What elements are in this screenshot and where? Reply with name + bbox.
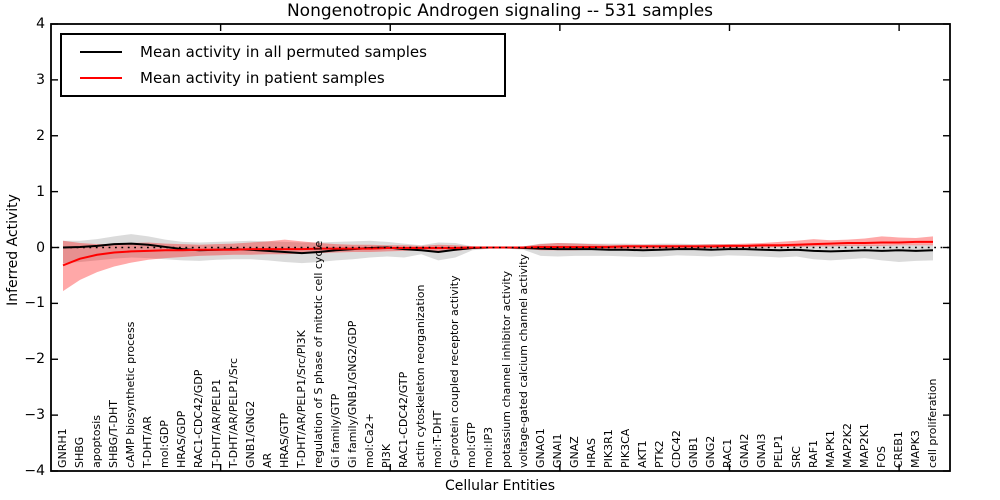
entity-label: T-DHT/AR [141,415,155,468]
entity-label: apoptosis [90,415,104,468]
y-tick-label: −1 [24,295,45,312]
y-tick-label: 2 [36,127,45,144]
entity-label: RAF1 [806,439,820,468]
entity-label: GNAZ [567,436,581,468]
entity-label: RAC1 [721,438,735,468]
entity-label: Gi family/GNB1/GNG2/GDP [346,320,359,468]
entity-label: actin cytoskeleton reorganization [414,284,428,468]
entity-label: mol:IP3 [482,426,496,468]
entity-label: mol:GDP [158,420,172,468]
entity-label: G-protein coupled receptor activity [448,275,462,468]
entity-label: voltage-gated calcium channel activity [516,253,530,468]
entity-label: AR [260,452,274,468]
entity-label: T-DHT/AR/PELP1/Src/PI3K [294,330,308,468]
legend: Mean activity in all permuted samples Me… [60,33,506,97]
entity-label: MAPK3 [908,430,922,468]
permuted-band [63,234,933,264]
entity-label: T-DHT/AR/PELP1/Src [226,357,240,468]
y-tick-label: 3 [36,71,45,88]
entity-label: AKT1 [636,440,649,468]
entity-label: HRAS/GDP [175,410,189,468]
legend-label-patient: Mean activity in patient samples [140,69,385,87]
entity-label: GNAO1 [533,428,547,468]
entity-label: PI3K [380,443,394,468]
permuted-line-sample-icon [80,51,122,53]
entity-label: CDC42 [670,430,684,468]
y-tick-label: 1 [36,183,45,200]
legend-label-permuted: Mean activity in all permuted samples [140,43,427,61]
entity-label: MAP2K1 [857,423,871,468]
entity-label: PIK3CA [618,428,632,468]
entity-label: MAP2K2 [840,423,854,468]
patient-mean-line [62,240,933,267]
patient-line-sample-icon [80,77,122,79]
entity-label: mol:Ca2+ [363,413,377,468]
chart-title: Nongenotropic Androgen signaling -- 531 … [286,1,714,21]
entity-label: regulation of S phase of mitotic cell cy… [311,240,325,468]
entity-label: GNB1 [687,436,701,468]
entity-label: T-DHT/AR/PELP1 [209,378,223,468]
entity-label: RAC1-CDC42/GTP [397,371,411,468]
entity-label: GNAI2 [738,433,752,468]
entity-label: MAPK1 [823,430,837,468]
entity-label: RAC1-CDC42/GDP [192,369,206,468]
entity-label: HRAS [584,438,598,468]
entity-label: GNB1/GNG2 [243,400,257,468]
y-tick-label: −2 [24,351,45,368]
entity-label: GNRH1 [56,428,69,468]
y-tick-label: 0 [36,239,45,256]
entity-label: potassium channel inhibitor activity [499,270,513,468]
entity-label: cAMP biosynthetic process [124,321,138,468]
x-axis-label: Cellular Entities [444,478,556,494]
entity-label: SRC [789,446,803,468]
entity-label: PTK2 [653,440,667,468]
entity-label: CREB1 [891,431,905,468]
y-tick-label: 4 [36,16,45,32]
entity-label: SHBG [73,436,87,468]
entity-label: Gi family/GTP [328,393,342,468]
entity-label: GNAI1 [550,433,564,468]
entity-label: PIK3R1 [601,429,615,468]
legend-item-permuted: Mean activity in all permuted samples [62,43,504,61]
y-tick-label: −3 [24,407,45,424]
entity-label: SHBG/T-DHT [107,400,121,468]
entity-label: GNAI3 [755,433,769,468]
entity-label: PELP1 [772,434,786,468]
entity-label: mol:T-DHT [431,410,445,468]
entity-label: HRAS/GTP [277,412,291,468]
entity-label: cell proliferation [926,378,939,468]
legend-item-patient: Mean activity in patient samples [62,69,504,87]
entity-label: FOS [874,446,888,468]
entity-label: GNG2 [704,435,718,468]
y-tick-label: −4 [24,463,45,479]
entity-label: mol:GTP [465,422,479,468]
